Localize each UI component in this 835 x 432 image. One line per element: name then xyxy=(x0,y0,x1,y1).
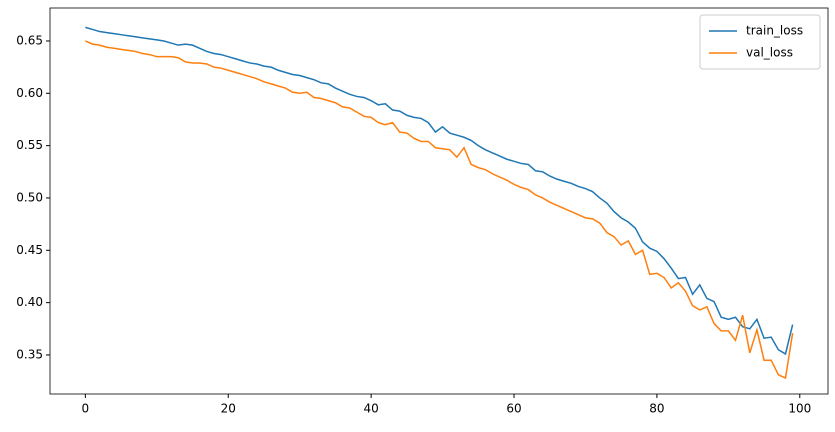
x-tick-label: 100 xyxy=(788,402,811,416)
x-tick-label: 60 xyxy=(506,402,521,416)
y-tick-label: 0.50 xyxy=(16,190,43,204)
y-tick-label: 0.65 xyxy=(16,33,43,47)
y-tick-label: 0.45 xyxy=(16,243,43,257)
plot-frame xyxy=(49,7,829,395)
legend-label: val_loss xyxy=(746,46,793,60)
x-tick-label: 40 xyxy=(363,402,378,416)
x-tick-label: 80 xyxy=(649,402,664,416)
legend-box xyxy=(699,14,821,70)
legend: train_loss val_loss xyxy=(699,14,821,70)
data-line xyxy=(85,40,794,380)
y-tick-label: 0.40 xyxy=(16,295,43,309)
x-tick-label: 0 xyxy=(82,402,90,416)
data-line xyxy=(85,26,794,356)
x-tick-label: 20 xyxy=(221,402,236,416)
y-tick-label: 0.35 xyxy=(16,347,43,361)
legend-label: train_loss xyxy=(746,24,803,38)
y-tick-label: 0.55 xyxy=(16,138,43,152)
y-tick-label: 0.60 xyxy=(16,86,43,100)
